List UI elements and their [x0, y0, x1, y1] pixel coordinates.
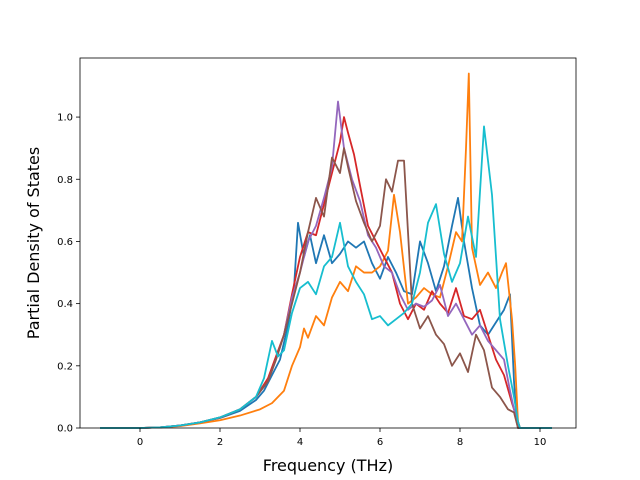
y-tick-label: 0.6: [57, 237, 73, 248]
plot-frame: [79, 57, 577, 429]
series-line-2: [100, 72, 552, 429]
series-line-1: [100, 197, 552, 429]
series-line-6: [100, 125, 552, 429]
x-tick-label: 10: [534, 437, 547, 448]
x-axis: 0 2 4 6 8 10: [137, 428, 547, 448]
series-line-3: [100, 116, 552, 429]
y-tick-label: 0.2: [57, 361, 73, 372]
x-axis-title: Frequency (THz): [263, 456, 393, 475]
x-tick-label: 6: [377, 437, 383, 448]
x-tick-label: 2: [217, 437, 223, 448]
x-tick-label: 0: [137, 437, 143, 448]
y-axis-title: Partial Density of States: [24, 147, 43, 339]
y-tick-label: 0.4: [57, 299, 73, 310]
x-tick-label: 4: [297, 437, 303, 448]
y-tick-label: 0.8: [57, 175, 73, 186]
x-tick-label: 8: [457, 437, 463, 448]
y-tick-label: 0.0: [57, 424, 73, 435]
y-tick-label: 1.0: [57, 113, 73, 124]
y-axis: 0.0 0.2 0.4 0.6 0.8 1.0: [57, 113, 80, 435]
series-layer: [100, 72, 552, 429]
